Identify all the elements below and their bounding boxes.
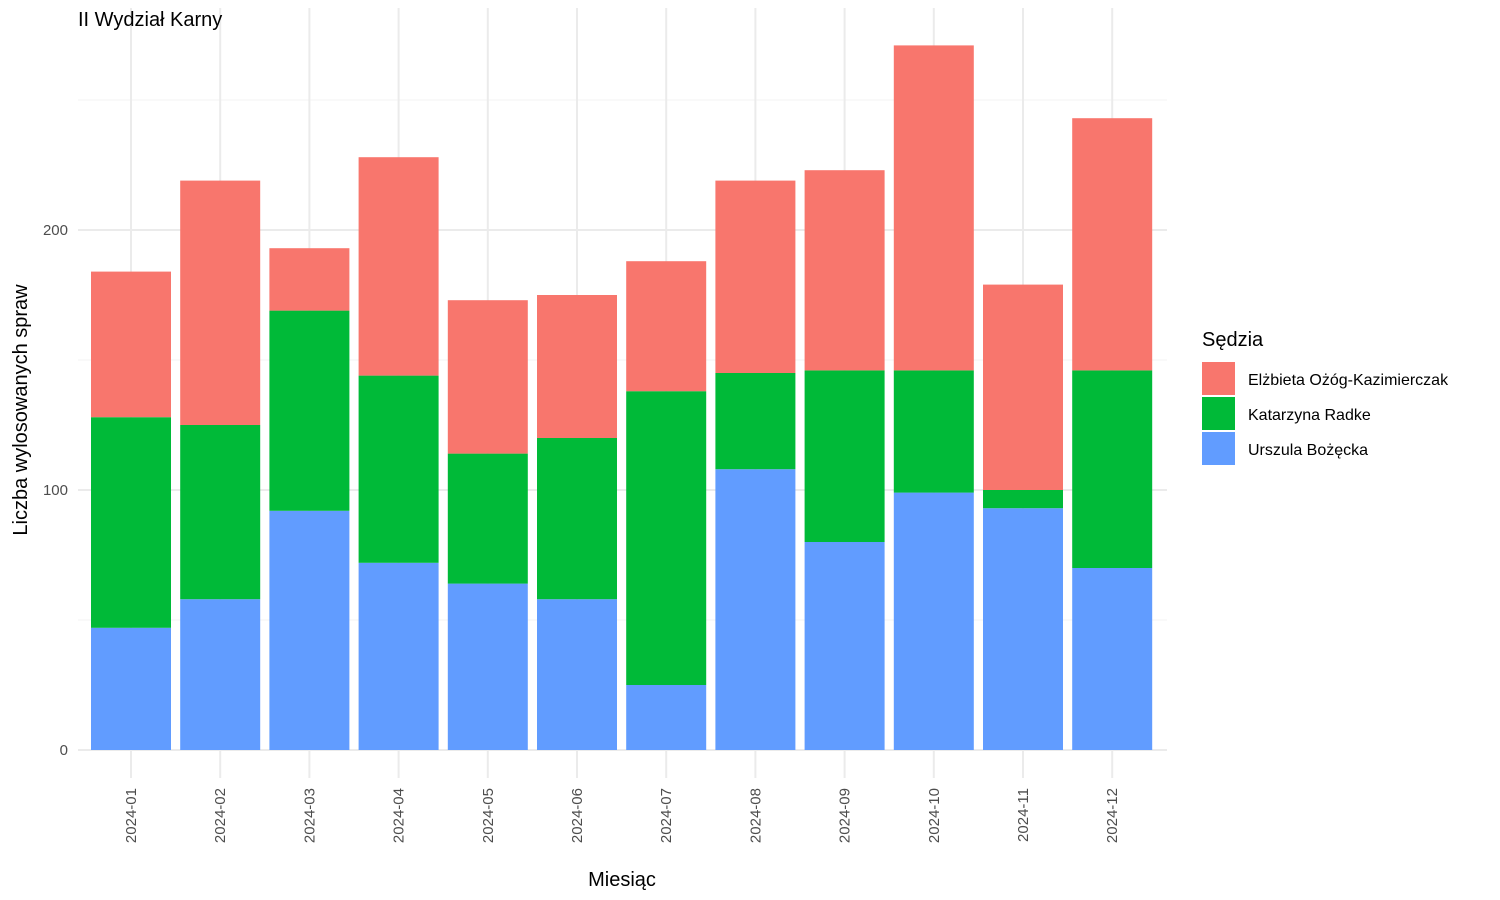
bar-segment [269,310,350,511]
bar-segment [715,180,796,373]
x-tick-label: 2024-07 [658,788,675,843]
bar-segment [358,375,439,563]
bar-segment [447,300,528,454]
bar-segment [447,453,528,584]
bar-segment [537,438,617,600]
bar-segment [893,492,974,750]
x-axis-title: Miesiąc [588,869,656,891]
bar-segment [537,295,617,438]
x-tick-label: 2024-05 [480,788,497,843]
bar-segment [1072,370,1153,568]
bar-segment [983,490,1063,509]
x-tick-label: 2024-04 [391,788,408,843]
y-tick-label: 100 [43,482,68,499]
bar-segment [715,373,796,470]
bar-segment [983,508,1063,750]
bar-segment [537,599,617,750]
legend-title: Sędzia [1202,329,1264,351]
bar-segment [1072,568,1153,750]
bar-segment [91,417,171,628]
legend: Sędzia Elżbieta Ożóg-Kazimierczak Katarzy… [1202,329,1449,465]
x-tick-label: 2024-09 [837,788,854,843]
bar-segment [804,370,885,542]
bar-segment [180,180,261,425]
bar-segment [91,627,171,750]
bar-segment [893,370,974,493]
legend-key [1202,432,1235,465]
y-tick-label: 0 [60,742,68,759]
x-tick-label: 2024-06 [569,788,586,843]
legend-label: Elżbieta Ożóg-Kazimierczak [1248,372,1449,389]
bar-segment [626,261,707,392]
x-tick-label: 2024-03 [301,788,318,843]
x-axis-ticks: 2024-01 2024-02 2024-03 2024-04 2024-05 2024-… [123,788,1121,843]
bar-segment [269,248,350,311]
chart-title: II Wydział Karny [78,9,222,31]
x-tick-label: 2024-01 [123,788,140,843]
legend-label: Urszula Bożęcka [1248,442,1368,459]
bar-segment [804,170,885,371]
bar-segment [180,425,261,600]
bar-segment [269,510,350,750]
legend-label: Katarzyna Radke [1248,407,1371,424]
bar-segment [804,542,885,750]
bar-segment [1072,118,1153,371]
x-tick-label: 2024-12 [1104,788,1121,843]
bar-segment [626,685,707,750]
bar-segment [358,157,439,376]
legend-key [1202,397,1235,430]
bar-segment [893,45,974,371]
x-tick-label: 2024-02 [212,788,229,843]
bar-segment [626,391,707,685]
bars [91,45,1153,750]
legend-key [1202,362,1235,395]
bar-segment [715,469,796,750]
bar-segment [358,562,439,750]
bar-segment [983,284,1063,490]
x-tick-label: 2024-10 [926,788,943,843]
y-axis-title: Liczba wylosowanych spraw [10,284,32,536]
y-tick-label: 200 [43,222,68,239]
bar-segment [180,599,261,750]
x-tick-label: 2024-11 [1015,788,1032,842]
bar-segment [91,271,171,418]
bar-segment [447,583,528,750]
y-axis-ticks: 0 100 200 [43,222,68,759]
x-tick-label: 2024-08 [747,788,764,843]
